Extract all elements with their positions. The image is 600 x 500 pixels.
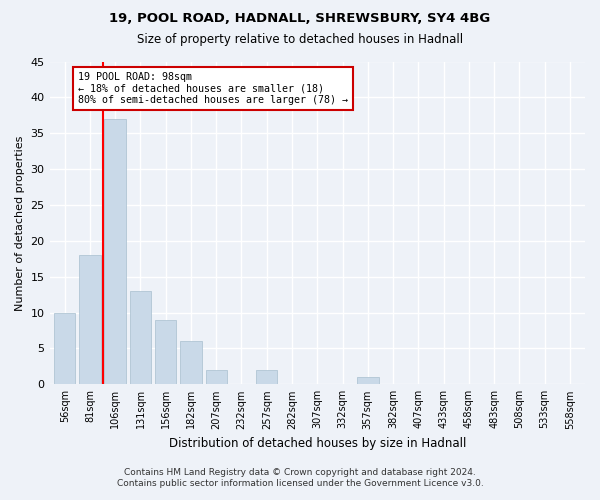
Text: Contains HM Land Registry data © Crown copyright and database right 2024.
Contai: Contains HM Land Registry data © Crown c… — [116, 468, 484, 487]
Bar — [79, 255, 101, 384]
Y-axis label: Number of detached properties: Number of detached properties — [15, 135, 25, 310]
Bar — [104, 119, 126, 384]
Text: 19, POOL ROAD, HADNALL, SHREWSBURY, SY4 4BG: 19, POOL ROAD, HADNALL, SHREWSBURY, SY4 … — [109, 12, 491, 26]
Bar — [130, 291, 151, 384]
Text: Size of property relative to detached houses in Hadnall: Size of property relative to detached ho… — [137, 32, 463, 46]
Bar — [54, 312, 76, 384]
X-axis label: Distribution of detached houses by size in Hadnall: Distribution of detached houses by size … — [169, 437, 466, 450]
Bar — [256, 370, 277, 384]
Bar — [155, 320, 176, 384]
Text: 19 POOL ROAD: 98sqm
← 18% of detached houses are smaller (18)
80% of semi-detach: 19 POOL ROAD: 98sqm ← 18% of detached ho… — [78, 72, 348, 106]
Bar — [357, 377, 379, 384]
Bar — [180, 342, 202, 384]
Bar — [206, 370, 227, 384]
